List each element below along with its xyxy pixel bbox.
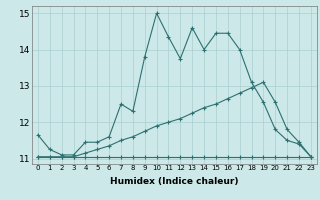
X-axis label: Humidex (Indice chaleur): Humidex (Indice chaleur) — [110, 177, 239, 186]
